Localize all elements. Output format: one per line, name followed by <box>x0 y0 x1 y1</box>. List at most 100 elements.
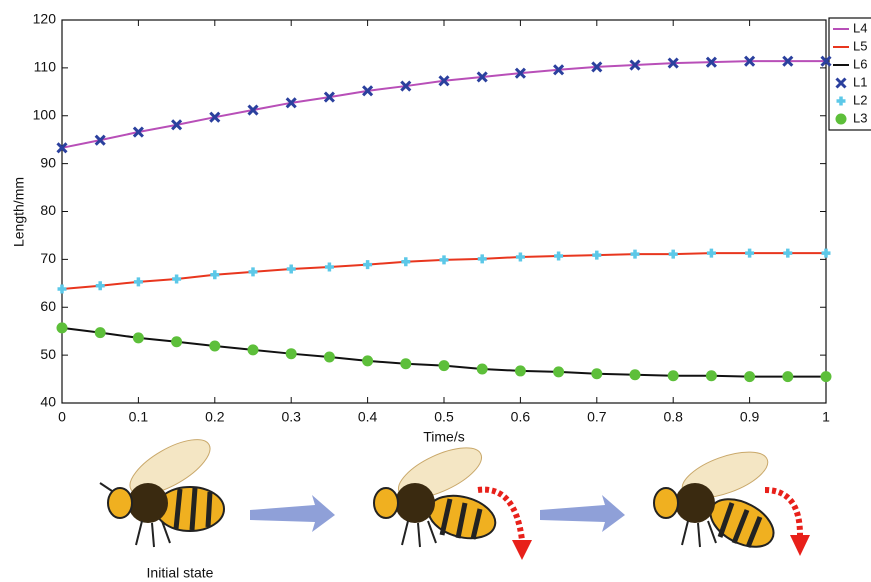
legend-label: L3 <box>853 110 867 125</box>
marker <box>438 360 450 372</box>
marker <box>477 254 487 264</box>
y-tick-label: 90 <box>40 154 56 170</box>
series-line <box>61 60 826 149</box>
marker <box>171 336 183 348</box>
marker <box>744 371 756 383</box>
y-tick-label: 80 <box>40 202 56 218</box>
marker <box>285 97 297 109</box>
bee <box>653 451 775 548</box>
marker <box>514 365 526 377</box>
rotation-arrow-head <box>512 540 532 560</box>
rotation-arrow-head <box>790 535 810 556</box>
x-tick-label: 0.2 <box>205 409 225 425</box>
marker <box>400 358 412 370</box>
arrow <box>540 495 625 532</box>
legend-swatch <box>836 96 846 106</box>
x-tick-label: 0 <box>58 409 66 425</box>
caption: Initial state <box>147 565 214 581</box>
marker <box>629 369 641 381</box>
y-tick-label: 50 <box>40 346 56 362</box>
y-tick-label: 60 <box>40 298 56 314</box>
marker <box>56 142 68 154</box>
marker <box>363 260 373 270</box>
marker <box>56 322 68 334</box>
x-tick-label: 1 <box>822 409 830 425</box>
marker <box>362 85 374 97</box>
x-tick-label: 0.3 <box>281 409 301 425</box>
bee <box>373 447 497 548</box>
legend-label: L2 <box>853 92 867 107</box>
x-axis-label: Time/s <box>423 429 464 445</box>
x-tick-label: 0.1 <box>129 409 149 425</box>
illustration: Initial state <box>99 439 810 581</box>
marker <box>514 67 526 79</box>
marker <box>401 257 411 267</box>
x-tick-label: 0.5 <box>434 409 454 425</box>
marker <box>438 75 450 87</box>
marker <box>591 61 603 73</box>
marker <box>132 332 144 344</box>
rotation-arrow <box>764 487 803 536</box>
rotation-arrow <box>477 486 525 541</box>
x-tick-label: 0.4 <box>358 409 378 425</box>
marker <box>668 249 678 259</box>
marker <box>209 111 221 123</box>
marker <box>323 351 335 363</box>
legend-label: L4 <box>853 20 867 35</box>
marker <box>820 371 832 383</box>
marker <box>705 370 717 382</box>
marker <box>821 248 831 258</box>
marker <box>476 363 488 375</box>
marker <box>782 55 794 67</box>
marker <box>515 252 525 262</box>
marker <box>95 281 105 291</box>
legend-swatch <box>835 77 847 89</box>
marker <box>247 104 259 116</box>
marker <box>94 327 106 339</box>
marker <box>324 262 334 272</box>
y-tick-label: 120 <box>33 11 57 27</box>
marker <box>247 344 259 356</box>
marker <box>630 249 640 259</box>
marker <box>210 270 220 280</box>
marker <box>782 371 794 383</box>
y-tick-label: 100 <box>33 106 57 122</box>
marker <box>667 370 679 382</box>
marker <box>362 355 374 367</box>
marker <box>57 284 67 294</box>
x-tick-label: 0.6 <box>511 409 531 425</box>
marker <box>285 348 297 360</box>
y-axis-label: Length/mm <box>11 177 27 247</box>
marker <box>476 71 488 83</box>
x-tick-label: 0.9 <box>740 409 760 425</box>
x-tick-label: 0.7 <box>587 409 607 425</box>
marker <box>591 368 603 380</box>
legend-swatch <box>835 113 847 125</box>
marker <box>706 248 716 258</box>
marker <box>553 366 565 378</box>
bee <box>99 439 225 548</box>
marker <box>667 57 679 69</box>
marker <box>400 80 412 92</box>
x-tick-label: 0.8 <box>663 409 683 425</box>
marker <box>172 274 182 284</box>
marker <box>133 277 143 287</box>
marker <box>592 250 602 260</box>
y-tick-label: 40 <box>40 394 56 410</box>
marker <box>248 267 258 277</box>
marker <box>553 64 565 76</box>
legend-box <box>828 17 871 131</box>
legend-label: L5 <box>853 38 867 53</box>
marker <box>286 264 296 274</box>
marker <box>629 59 641 71</box>
marker <box>132 126 144 138</box>
marker <box>820 55 832 67</box>
marker <box>323 91 335 103</box>
marker <box>783 248 793 258</box>
marker <box>171 119 183 131</box>
marker <box>745 248 755 258</box>
y-tick-label: 70 <box>40 250 56 266</box>
marker <box>94 134 106 146</box>
marker <box>744 55 756 67</box>
